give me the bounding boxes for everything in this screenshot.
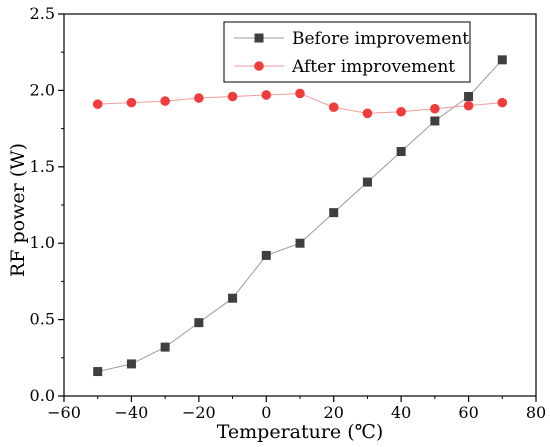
- series-after-improvement: [92, 88, 508, 119]
- series-layer: [92, 55, 508, 377]
- series-line: [97, 59, 503, 373]
- y-tick-label: 0.5: [30, 310, 55, 329]
- x-axis-title: Temperature (℃): [217, 421, 384, 443]
- data-point: [261, 250, 271, 260]
- data-point: [194, 318, 204, 328]
- data-point: [295, 238, 305, 248]
- y-axis-title: RF power (W): [7, 143, 29, 277]
- data-point: [126, 97, 137, 108]
- y-axis: 0.0 0.5 1.0 1.5 2.0 2.5: [30, 4, 64, 405]
- series-before-improvement: [93, 55, 507, 377]
- data-point: [92, 99, 103, 109]
- y-tick-label: 2.5: [30, 4, 55, 23]
- legend: Before improvement After improvement: [223, 21, 471, 83]
- data-point: [362, 177, 372, 187]
- data-point: [497, 97, 508, 108]
- legend-marker: [254, 33, 264, 43]
- legend-box: [223, 21, 471, 83]
- data-point: [497, 55, 507, 65]
- legend-label: Before improvement: [292, 29, 469, 49]
- x-tick-label: −60: [47, 403, 81, 422]
- x-axis: −60 −40 −20 0 20 40 60 80: [47, 396, 546, 422]
- data-point: [463, 100, 474, 111]
- data-point: [464, 92, 474, 102]
- legend-item: After improvement: [234, 57, 455, 77]
- data-point: [328, 102, 339, 113]
- data-point: [396, 147, 406, 157]
- x-tick-label: 20: [324, 403, 344, 422]
- data-point: [160, 342, 170, 352]
- legend-marker: [254, 61, 264, 71]
- x-tick-label: 80: [526, 403, 546, 422]
- data-point: [228, 293, 238, 303]
- x-tick-label: −20: [182, 403, 216, 422]
- data-point: [362, 108, 373, 119]
- data-point: [430, 103, 440, 114]
- data-point: [396, 106, 406, 117]
- y-tick-label: 1.0: [30, 233, 55, 252]
- data-point: [194, 93, 204, 103]
- data-point: [430, 116, 440, 126]
- legend-label: After improvement: [291, 57, 455, 77]
- data-point: [93, 367, 103, 377]
- x-tick-label: 60: [458, 403, 478, 422]
- data-point: [227, 91, 238, 102]
- data-point: [261, 90, 272, 100]
- y-tick-label: 2.0: [30, 80, 55, 99]
- data-point: [295, 88, 305, 99]
- y-tick-label: 0.0: [30, 386, 55, 405]
- data-point: [329, 208, 339, 218]
- legend-item: Before improvement: [234, 29, 469, 49]
- data-point: [160, 96, 170, 106]
- x-tick-label: 40: [391, 403, 411, 422]
- x-tick-label: −40: [115, 403, 149, 422]
- x-tick-label: 0: [261, 403, 271, 422]
- y-tick-label: 1.5: [30, 157, 55, 176]
- data-point: [126, 359, 136, 369]
